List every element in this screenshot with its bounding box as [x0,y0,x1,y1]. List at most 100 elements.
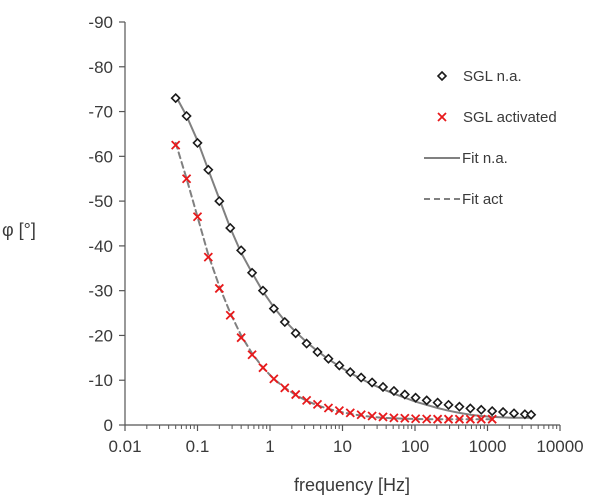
y-tick-label: -50 [88,192,113,211]
series-line-fit-n-a- [174,94,533,419]
data-point-sgl-n-a- [345,367,356,378]
x-tick-label: 1000 [469,437,507,456]
data-point-sgl-n-a- [366,377,378,388]
data-point-sgl-activated [400,413,410,423]
legend-item-sgl-activated: SGL activated [437,109,557,126]
data-point-sgl-n-a- [334,360,345,371]
fit-lines [174,94,533,421]
data-point-sgl-activated [378,412,388,422]
data-point-sgl-activated [454,414,465,424]
data-point-sgl-n-a- [377,381,389,393]
data-point-sgl-activated [334,406,344,416]
y-axis-label: φ [°] [2,220,36,240]
data-point-sgl-n-a- [356,372,367,383]
data-point-sgl-activated [345,408,355,418]
data-point-sgl-n-a- [323,353,334,364]
data-point-sgl-n-a- [465,403,476,414]
data-point-sgl-activated [356,410,366,420]
data-point-sgl-activated [301,395,312,406]
legend-item-fit-n-a-: Fit n.a. [424,150,508,167]
data-point-sgl-n-a- [257,285,269,296]
data-point-sgl-n-a- [236,245,247,256]
x-axis-label: frequency [Hz] [294,475,410,495]
data-point-sgl-n-a- [170,92,181,104]
series-line-fit-act [174,141,494,421]
y-tick-label: 0 [104,416,113,435]
y-tick-label: -40 [88,237,113,256]
x-axis-ticks: 0.01 0.1 1 10 100 1000 10000 [108,425,584,456]
data-point-sgl-n-a- [519,409,531,420]
data-point-sgl-activated [465,414,475,424]
data-point-sgl-activated [291,389,301,400]
data-point-sgl-n-a- [290,328,301,339]
legend-item-sgl-n-a-: SGL n.a. [436,68,522,85]
data-point-sgl-n-a- [526,409,537,420]
legend-label-fit-n-a-: Fit n.a. [462,150,508,167]
data-point-sgl-n-a- [443,399,454,410]
x-tick-label: 0.1 [186,437,210,456]
data-point-sgl-n-a- [246,267,258,278]
y-tick-label: -30 [88,282,113,301]
data-point-sgl-n-a- [399,389,410,400]
x-tick-label: 10 [333,437,352,456]
data-markers [170,92,537,424]
data-point-sgl-n-a- [181,110,192,122]
data-point-sgl-activated [487,414,497,424]
data-point-sgl-n-a- [410,392,421,403]
y-tick-label: -20 [88,326,113,345]
x-tick-label: 0.01 [108,437,141,456]
data-point-sgl-activated [323,403,334,413]
legend-item-fit-act: Fit act [424,191,504,208]
y-tick-label: -80 [88,58,113,77]
data-point-sgl-activated [269,374,279,384]
data-point-sgl-n-a- [192,137,203,149]
y-tick-label: -90 [88,13,113,32]
data-point-sgl-n-a- [225,222,236,234]
data-point-sgl-n-a- [388,385,400,397]
data-point-sgl-n-a- [203,164,214,175]
data-point-sgl-activated [410,414,421,424]
data-point-sgl-activated [236,333,246,343]
data-point-sgl-activated [312,399,323,410]
data-point-sgl-activated [214,283,224,294]
data-point-sgl-activated [203,252,213,262]
data-point-sgl-activated [247,350,257,360]
legend-label-sgl-activated: SGL activated [463,109,557,126]
x-tick-label: 100 [401,437,429,456]
data-point-sgl-activated [422,414,432,424]
data-point-sgl-n-a- [279,316,290,328]
data-point-sgl-activated [171,140,181,150]
data-point-sgl-activated [476,414,486,424]
data-point-sgl-n-a- [508,408,520,419]
data-point-sgl-n-a- [214,195,225,207]
y-tick-label: -10 [88,371,113,390]
x-tick-label: 1 [265,437,274,456]
y-axis-ticks: 0 -10 -20 -30 -40 -50 -60 -70 -80 -90 [88,13,125,435]
legend-symbol-sgl-n-a- [436,70,448,82]
data-point-sgl-activated [432,414,443,424]
y-tick-label: -70 [88,103,113,122]
y-tick-label: -60 [88,147,113,166]
data-point-sgl-activated [280,383,290,393]
data-point-sgl-activated [192,212,203,222]
legend-label-sgl-n-a-: SGL n.a. [463,68,522,85]
data-point-sgl-n-a- [476,404,487,415]
data-point-sgl-n-a- [432,397,443,408]
data-point-sgl-activated [225,310,235,320]
legend-symbol-sgl-activated [437,112,447,122]
data-point-sgl-activated [258,363,268,373]
data-point-sgl-activated [389,413,399,423]
legend: SGL n.a. SGL activated Fit n.a. Fit act [424,68,557,208]
data-point-sgl-n-a- [421,395,432,406]
legend-label-fit-act: Fit act [462,191,504,208]
data-point-sgl-n-a- [497,406,509,418]
data-point-sgl-n-a- [487,405,498,417]
data-point-sgl-n-a- [268,303,279,314]
data-point-sgl-activated [367,411,377,421]
data-point-sgl-n-a- [454,401,465,412]
data-point-sgl-n-a- [312,346,323,358]
x-tick-label: 10000 [536,437,583,456]
data-point-sgl-activated [443,414,454,424]
data-point-sgl-n-a- [301,338,312,349]
